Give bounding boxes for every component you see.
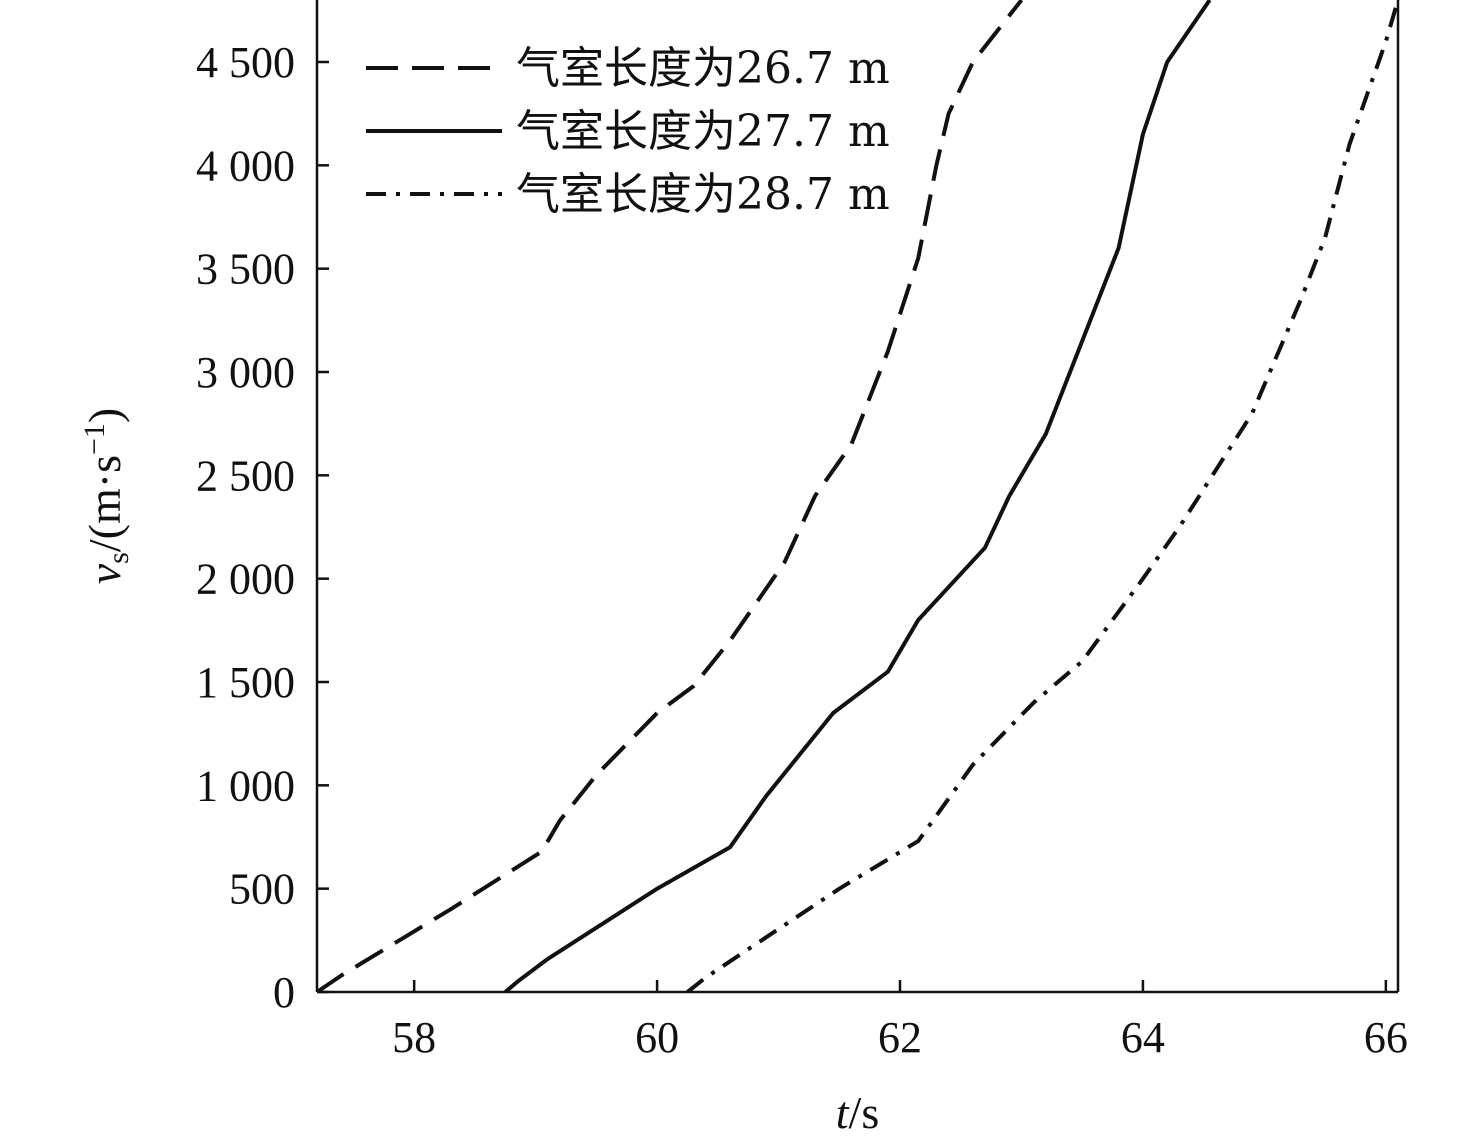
x-tick-label: 58 [392,1013,436,1062]
x-tick-label: 66 [1364,1013,1408,1062]
y-tick-label: 2 500 [196,451,295,500]
y-tick-label: 4 500 [196,38,295,87]
axes: 0 500 1 000 1 500 2 000 2 500 3 000 3 500 4 000 4… [196,0,1408,1062]
y-axis-title-symbol: v [79,563,130,584]
series-line-3 [686,0,1398,992]
x-tick-label: 62 [878,1013,922,1062]
x-axis-title: t/s [836,1087,879,1138]
y-axis-title-subscript: s [102,552,135,564]
series-line-1 [317,0,1024,992]
y-tick-label: 1 000 [196,761,295,810]
y-axis-title-superscript: −1 [78,423,111,455]
legend-label-3: 气室长度为28.7 m [516,169,890,220]
x-tick-label: 64 [1121,1013,1165,1062]
x-tick-label: 60 [635,1013,679,1062]
legend: 气室长度为26.7 m 气室长度为27.7 m 气室长度为28.7 m [366,43,890,220]
x-axis-title-symbol: t [836,1087,850,1138]
series-line-2 [504,0,1212,992]
y-tick-label: 4 000 [196,141,295,190]
y-tick-label: 1 500 [196,658,295,707]
y-axis-title-unit-close: ) [79,408,130,423]
y-tick-label: 500 [229,865,295,914]
y-axis-title: vs/(m·s−1) [78,408,135,584]
legend-label-1: 气室长度为26.7 m [516,43,890,94]
y-tick-label: 3 000 [196,348,295,397]
plot-lines [317,0,1398,992]
legend-label-2: 气室长度为27.7 m [516,106,890,157]
y-tick-label: 3 500 [196,245,295,294]
y-axis-title-unit-open: /(m·s [79,455,130,552]
y-tick-label: 0 [273,968,295,1017]
y-tick-label: 2 000 [196,555,295,604]
x-axis-title-unit: /s [849,1087,880,1138]
